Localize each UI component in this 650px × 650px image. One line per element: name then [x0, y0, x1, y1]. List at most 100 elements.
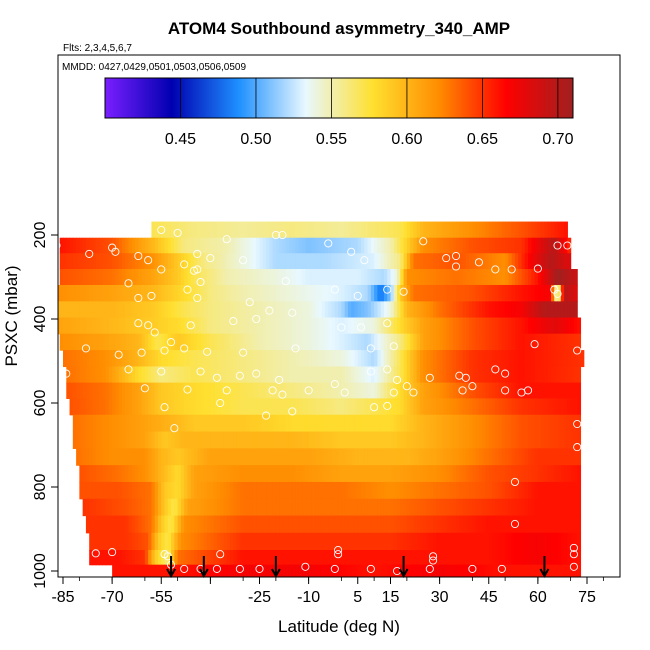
heatmap-cell — [521, 333, 526, 351]
heatmap-cell — [469, 431, 473, 449]
heatmap-cell — [184, 382, 189, 399]
heatmap-cell — [220, 515, 225, 534]
sample-point — [170, 424, 179, 433]
heatmap-cell — [347, 284, 352, 302]
heatmap-cell — [282, 448, 287, 466]
heatmap-cell — [488, 398, 493, 416]
heatmap-cell — [423, 221, 428, 239]
heatmap-cell — [554, 498, 559, 517]
heatmap-cell — [223, 398, 228, 416]
heatmap-cell — [164, 532, 169, 551]
heatmap-cell — [302, 550, 306, 566]
heatmap-cell — [321, 515, 326, 534]
heatmap-cell — [92, 253, 97, 270]
heatmap-cell — [397, 382, 401, 399]
heatmap-cell — [338, 564, 342, 577]
heatmap-cell — [243, 564, 247, 577]
heatmap-cell — [92, 350, 97, 368]
heatmap-cell — [246, 532, 251, 551]
sample-point — [569, 550, 578, 559]
heatmap-cell — [413, 448, 418, 466]
heatmap-cell — [308, 564, 313, 577]
heatmap-cell — [469, 532, 473, 551]
heatmap-cell — [213, 317, 218, 335]
heatmap-cell — [249, 366, 254, 384]
heatmap-cell — [456, 350, 460, 368]
heatmap-cell — [452, 498, 457, 517]
heatmap-cell — [154, 481, 159, 500]
heatmap-cell — [505, 498, 509, 517]
heatmap-cell — [315, 448, 320, 466]
heatmap-cell — [174, 350, 179, 368]
heatmap-cell — [194, 398, 198, 416]
heatmap-cell — [459, 382, 464, 399]
heatmap-cell — [148, 465, 153, 483]
heatmap-cell — [213, 333, 218, 351]
heatmap-cell — [318, 515, 323, 534]
heatmap-cell — [419, 550, 424, 566]
heatmap-cell — [364, 448, 369, 466]
heatmap-cell — [187, 564, 192, 577]
heatmap-cell — [410, 532, 415, 551]
heatmap-cell — [331, 350, 336, 368]
heatmap-cell — [534, 366, 539, 384]
heatmap-cell — [325, 382, 329, 399]
heatmap-cell — [220, 431, 225, 449]
heatmap-cell — [347, 414, 352, 433]
heatmap-cell — [472, 550, 477, 566]
heatmap-cell — [511, 465, 516, 483]
heatmap-cell — [514, 431, 519, 449]
sample-point — [160, 403, 169, 412]
heatmap-cell — [243, 317, 247, 335]
heatmap-cell — [498, 498, 503, 517]
heatmap-cell — [534, 284, 539, 302]
heatmap-cell — [393, 284, 398, 302]
heatmap-cell — [459, 532, 464, 551]
heatmap-cell — [334, 237, 339, 254]
heatmap-cell — [249, 382, 254, 399]
heatmap-cell — [321, 398, 326, 416]
sample-point — [140, 384, 149, 393]
heatmap-cell — [518, 333, 523, 351]
heatmap-cell — [161, 481, 166, 500]
heatmap-cell — [125, 564, 130, 577]
heatmap-cell — [79, 382, 84, 399]
heatmap-cell — [282, 431, 287, 449]
heatmap-cell — [171, 317, 175, 335]
heatmap-cell — [262, 350, 267, 368]
heatmap-cell — [125, 448, 130, 466]
heatmap-cell — [442, 414, 447, 433]
heatmap-cell — [161, 414, 166, 433]
heatmap-cell — [357, 237, 362, 254]
heatmap-cell — [69, 333, 74, 351]
heatmap-cell — [456, 448, 460, 466]
heatmap-cell — [259, 253, 264, 270]
heatmap-cell — [501, 431, 506, 449]
heatmap-cell — [157, 481, 162, 500]
heatmap-cell — [89, 350, 94, 368]
heatmap-cell — [328, 333, 333, 351]
heatmap-cell — [194, 481, 198, 500]
heatmap-cell — [285, 448, 290, 466]
heatmap-cell — [351, 550, 356, 566]
heatmap-cell — [492, 221, 496, 239]
sample-point — [91, 549, 100, 558]
heatmap-cell — [544, 253, 549, 270]
heatmap-cell — [256, 221, 261, 239]
heatmap-cell — [95, 465, 100, 483]
heatmap-cell — [465, 532, 470, 551]
heatmap-cell — [406, 448, 411, 466]
heatmap-cell — [259, 366, 264, 384]
heatmap-cell — [302, 253, 306, 270]
heatmap-cell — [197, 414, 202, 433]
heatmap-cell — [419, 317, 424, 335]
heatmap-cell — [433, 564, 437, 577]
sample-points — [58, 225, 582, 576]
heatmap-cell — [131, 253, 136, 270]
heatmap-cell — [180, 564, 185, 577]
heatmap-cell — [141, 532, 146, 551]
heatmap-cell — [112, 333, 116, 351]
heatmap-cell — [157, 515, 162, 534]
heatmap-cell — [203, 253, 208, 270]
heatmap-cell — [295, 550, 300, 566]
